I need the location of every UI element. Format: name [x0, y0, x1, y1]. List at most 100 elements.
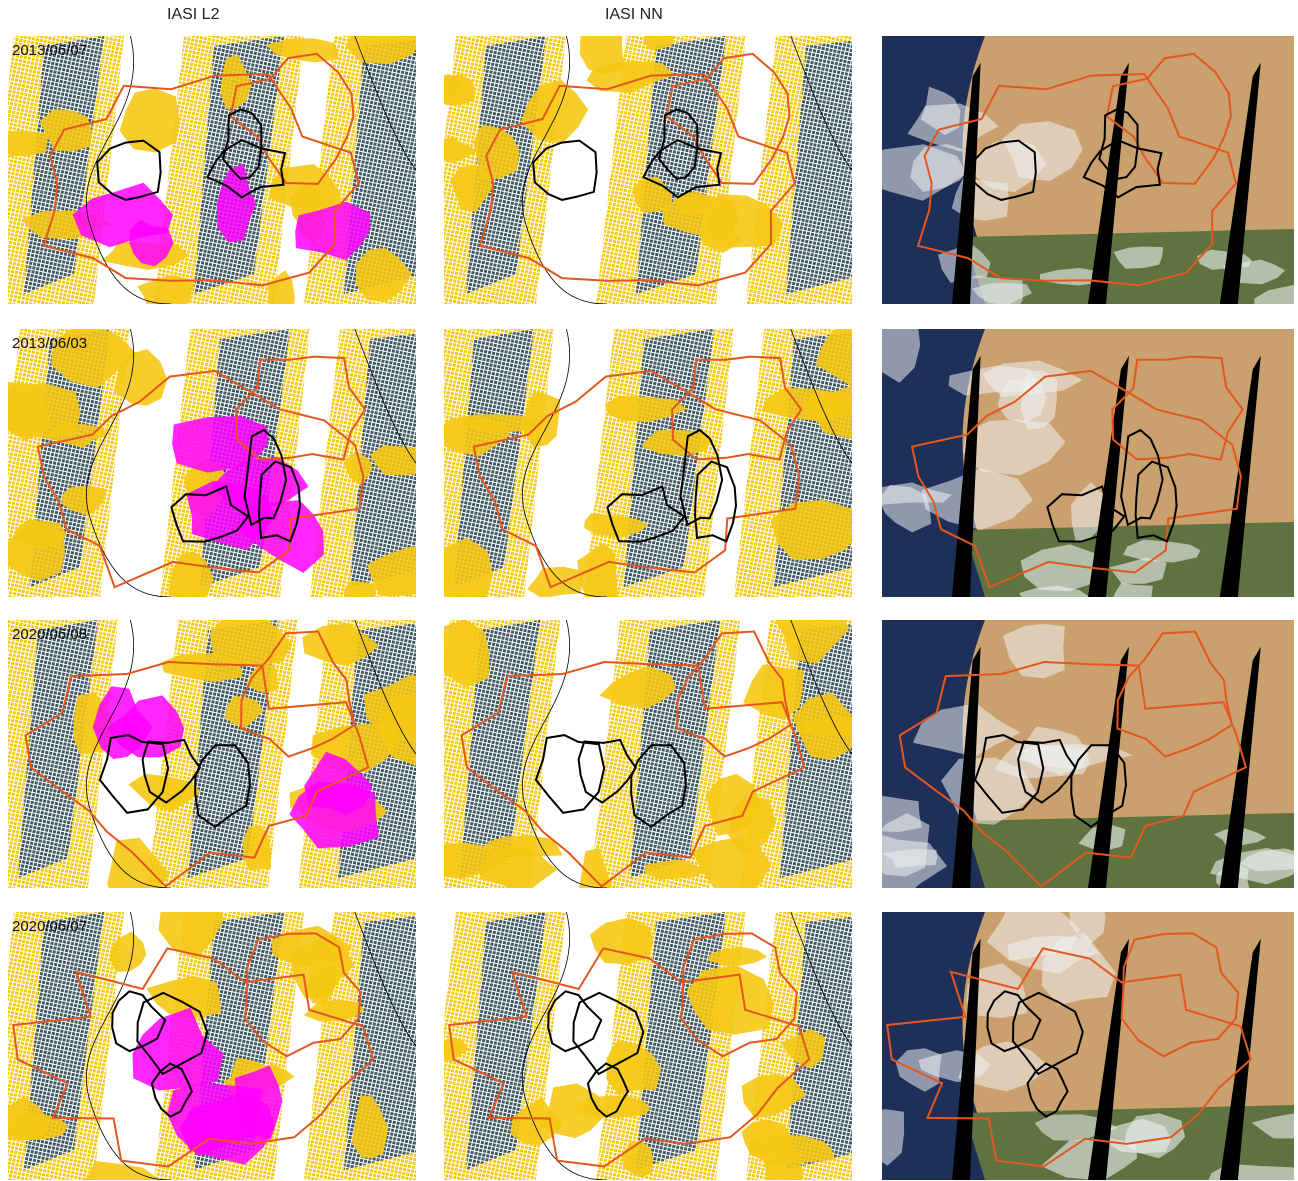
black-contour [96, 139, 162, 201]
cloudy-pixels [271, 925, 352, 966]
cloudy-pixels [643, 36, 674, 51]
cloudy-pixels [8, 383, 81, 439]
iasi-nn-map [444, 36, 852, 304]
black-contour [1011, 991, 1084, 1076]
cloud [962, 419, 1066, 476]
orange-contour [235, 355, 367, 461]
cloud-free-grid [466, 912, 546, 1170]
cloudy-pixels [510, 1097, 563, 1146]
cloud [882, 329, 921, 383]
black-contour [170, 485, 250, 543]
iasi-nn-map [444, 620, 852, 888]
cloudy-pixels [137, 274, 195, 304]
cloudy-pixels [444, 537, 493, 597]
orange-contour [12, 947, 375, 1168]
cloudy-pixels [444, 74, 464, 104]
black-contour [586, 1062, 630, 1118]
orbit-gap [952, 938, 981, 1180]
orange-contour [229, 52, 355, 185]
coastline [85, 912, 172, 1180]
cloudy-pixels [604, 395, 687, 423]
black-contour [693, 460, 738, 543]
cloud [882, 484, 932, 533]
cloudy-pixels [662, 196, 739, 237]
cloudy-pixels [158, 912, 224, 959]
black-contour [986, 990, 1042, 1053]
black-contour [534, 734, 606, 814]
cloudy-pixels [728, 796, 776, 852]
orbit-gap [1088, 646, 1129, 888]
orange-contour [36, 369, 365, 589]
coastline [521, 36, 608, 304]
cloudy-pixels [741, 1074, 807, 1119]
coastline [354, 329, 416, 464]
orange-contour [1111, 355, 1244, 461]
dust-flag-pixels [132, 1007, 224, 1091]
cloudy-pixels [599, 665, 676, 709]
cloudy-pixels [355, 248, 413, 303]
cloudy-pixels [367, 546, 416, 597]
orange-contour [42, 72, 360, 287]
cloudy-pixels [707, 946, 768, 966]
cloudy-pixels [523, 392, 561, 447]
cloudy-pixels [444, 137, 479, 164]
orange-contour [1116, 630, 1234, 758]
iasi-l2-map: 2013/06/07 [8, 36, 416, 304]
orange-contour [916, 72, 1238, 287]
cloud [973, 138, 1047, 193]
rgb-image-map [882, 620, 1294, 888]
dust-flag-pixels [172, 416, 268, 473]
cloudy-pixels [482, 835, 563, 857]
dust-flag-pixels [72, 182, 173, 248]
cloud [1096, 1118, 1172, 1154]
orbit-gap [1219, 938, 1261, 1180]
black-contour [606, 485, 686, 543]
iasi-l2-map: 2013/06/03 [8, 329, 416, 597]
cloudy-pixels [444, 418, 511, 457]
cloud [1113, 582, 1153, 597]
orange-contour [910, 369, 1242, 589]
orange-contour [240, 630, 356, 758]
cloudy-pixels [761, 387, 844, 422]
cloudy-pixels [15, 519, 68, 549]
cloud [921, 468, 1033, 530]
cloudy-pixels [61, 485, 107, 516]
orange-contour [886, 947, 1252, 1168]
cloudy-pixels [815, 329, 852, 387]
vegetation [964, 812, 1294, 888]
black-contour [150, 1062, 194, 1118]
black-contour [630, 744, 687, 829]
cloud [1003, 624, 1065, 679]
column-header-iasi-nn: IASI NN [605, 6, 663, 23]
cloud [895, 1048, 942, 1092]
rgb-image-map [882, 329, 1294, 597]
cloudy-pixels [246, 661, 278, 694]
rgb-image-map [882, 912, 1294, 1180]
cloudy-pixels [796, 715, 852, 736]
cloud-free-grid [18, 620, 98, 878]
cloudy-pixels [110, 931, 147, 972]
cloudy-pixels [579, 847, 612, 888]
black-contour [577, 738, 638, 804]
cloud [966, 963, 1028, 1018]
cloudy-pixels [775, 620, 851, 664]
iasi-l2-map: 2020/06/08 [8, 620, 416, 888]
cloud [1123, 539, 1201, 563]
cloudy-pixels [303, 999, 364, 1022]
panel-date-label: 2013/06/07 [12, 42, 88, 59]
orbit-gap [952, 62, 981, 304]
black-contour [679, 428, 724, 527]
orange-contour [676, 630, 792, 758]
black-contour [532, 139, 598, 201]
orbit-gap [1088, 938, 1129, 1180]
black-contour [547, 990, 603, 1053]
cloudy-pixels [579, 36, 625, 76]
cloud [882, 835, 948, 888]
panel-date-label: 2020/06/07 [12, 918, 88, 935]
cloudy-pixels [344, 580, 377, 597]
black-contour [243, 428, 288, 527]
coastline [354, 36, 416, 171]
dust-flag-pixels [92, 686, 153, 760]
cloud [1113, 246, 1164, 269]
rgb-image-map [882, 36, 1294, 304]
